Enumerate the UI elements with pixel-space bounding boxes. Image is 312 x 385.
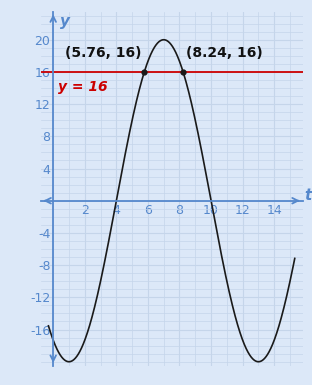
Text: (5.76, 16): (5.76, 16) [65, 46, 142, 60]
Text: y: y [60, 14, 70, 29]
Text: y = 16: y = 16 [58, 80, 108, 94]
Text: t: t [304, 188, 311, 203]
Text: (8.24, 16): (8.24, 16) [186, 46, 262, 60]
